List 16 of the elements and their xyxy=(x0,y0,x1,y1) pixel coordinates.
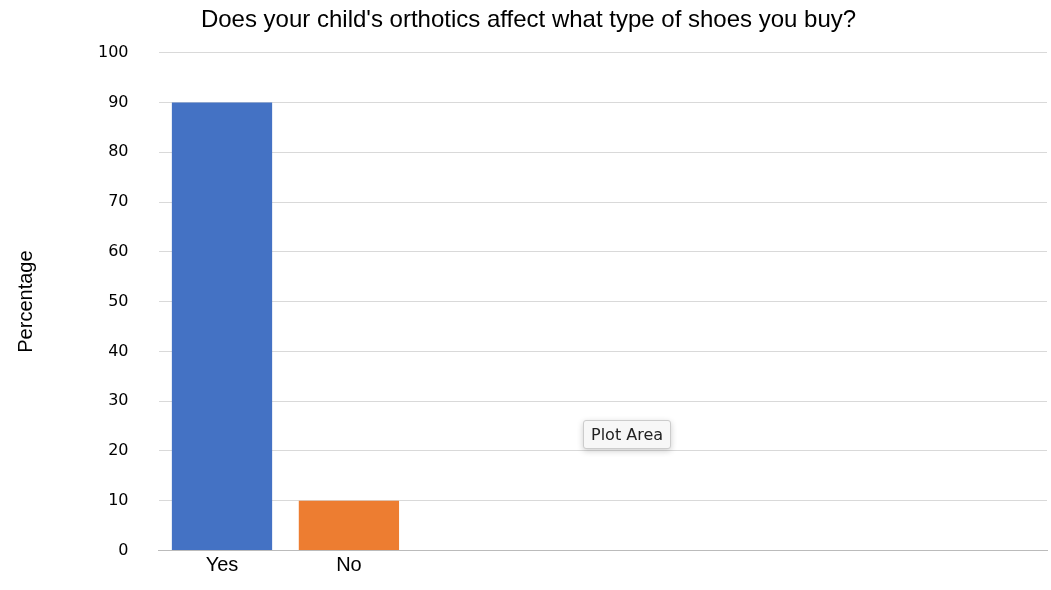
y-tick-label: 20 xyxy=(108,440,129,460)
y-tick-label: 70 xyxy=(108,191,129,211)
y-tick-label: 10 xyxy=(108,489,129,509)
y-tick-label: 90 xyxy=(108,91,129,111)
y-tick-label: 50 xyxy=(108,290,129,310)
x-tick-label: Yes xyxy=(205,552,239,575)
y-tick-label: 30 xyxy=(108,390,129,410)
y-tick-label: 80 xyxy=(108,141,129,161)
annotation: Plot Area xyxy=(583,420,672,449)
y-tick-label: 60 xyxy=(108,241,129,260)
y-tick-label: 0 xyxy=(118,539,129,559)
y-axis-title: Percentage xyxy=(13,250,36,353)
x-tick-label: No xyxy=(336,552,362,575)
y-tick-label: 40 xyxy=(108,340,129,360)
y-tick-label: 100 xyxy=(97,41,129,61)
chart-title: Does your child's orthotics affect what type of shoes you buy? xyxy=(200,5,857,33)
